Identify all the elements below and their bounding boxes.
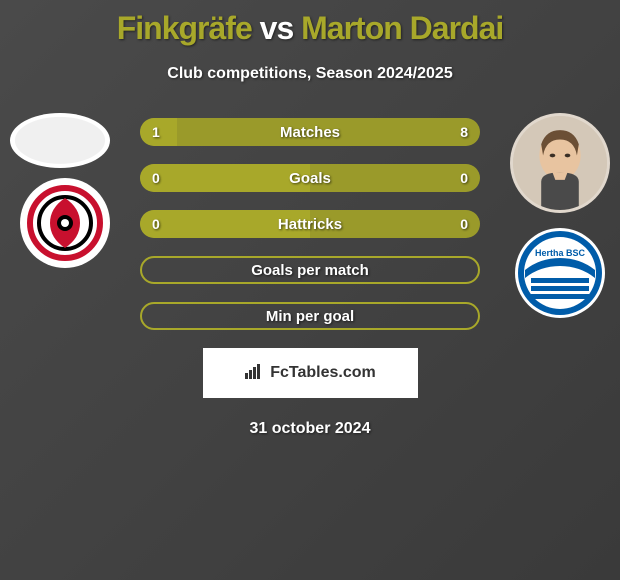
player1-club-logo (20, 178, 110, 268)
chart-icon (244, 363, 264, 384)
stat-bars-container: 1Matches80Goals00Hattricks0Goals per mat… (140, 118, 480, 330)
date-text: 31 october 2024 (0, 420, 620, 438)
stat-right-value: 0 (460, 170, 468, 186)
hurricanes-logo-icon (20, 178, 110, 268)
stat-right-value: 8 (460, 124, 468, 140)
avatar-placeholder-icon (13, 115, 107, 167)
stat-label: Min per goal (142, 308, 478, 325)
stat-label: Goals (140, 170, 480, 187)
vs-text: vs (260, 10, 294, 46)
stat-label: Goals per match (142, 262, 478, 279)
player2-avatar (510, 113, 610, 213)
player2-name: Marton Dardai (301, 10, 503, 46)
player1-avatar (10, 113, 110, 168)
subtitle-text: Club competitions, Season 2024/2025 (0, 65, 620, 83)
player-right-column: Hertha BSC (510, 113, 610, 318)
stat-bar-matches: 1Matches8 (140, 118, 480, 146)
stats-area: Hertha BSC 1Matches80Goals00Hattricks0Go… (0, 118, 620, 330)
player-left-column (10, 113, 110, 268)
stat-bar-hattricks: 0Hattricks0 (140, 210, 480, 238)
player2-club-logo: Hertha BSC (515, 228, 605, 318)
player2-photo-icon (513, 116, 607, 210)
stat-right-value: 0 (460, 216, 468, 232)
comparison-title: Finkgräfe vs Marton Dardai (0, 10, 620, 47)
hertha-logo-icon: Hertha BSC (515, 228, 605, 318)
watermark-text: FcTables.com (270, 364, 376, 382)
svg-text:Hertha BSC: Hertha BSC (535, 248, 586, 258)
player1-name: Finkgräfe (117, 10, 252, 46)
stat-bar-goals-per-match: Goals per match (140, 256, 480, 284)
infographic-container: Finkgräfe vs Marton Dardai Club competit… (0, 0, 620, 448)
stat-label: Matches (140, 124, 480, 141)
stat-bar-min-per-goal: Min per goal (140, 302, 480, 330)
stat-label: Hattricks (140, 216, 480, 233)
watermark-box: FcTables.com (203, 348, 418, 398)
stat-bar-goals: 0Goals0 (140, 164, 480, 192)
